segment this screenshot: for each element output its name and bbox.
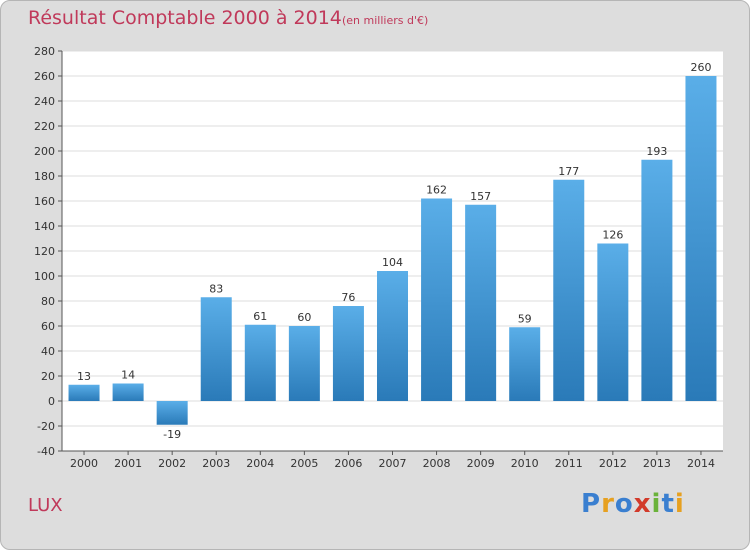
y-tick-label: 0 — [48, 395, 55, 408]
logo-letter: r — [601, 489, 615, 519]
x-tick-label: 2004 — [246, 457, 274, 470]
data-label: 14 — [121, 369, 135, 382]
x-tick-label: 2001 — [114, 457, 142, 470]
y-tick-label: 220 — [34, 120, 55, 133]
x-tick-label: 2000 — [70, 457, 98, 470]
y-tick-label: 200 — [34, 145, 55, 158]
bar — [332, 306, 364, 401]
data-label: 177 — [558, 165, 579, 178]
data-label: -19 — [163, 428, 181, 441]
y-tick-label: 140 — [34, 220, 55, 233]
y-tick-label: 40 — [41, 345, 55, 358]
y-tick-label: -20 — [37, 420, 55, 433]
x-tick-label: 2002 — [158, 457, 186, 470]
x-tick-label: 2007 — [379, 457, 407, 470]
chart-title: Résultat Comptable 2000 à 2014 — [28, 7, 342, 29]
bar — [288, 326, 320, 401]
y-tick-label: 160 — [34, 195, 55, 208]
bar — [68, 384, 100, 401]
data-label: 61 — [253, 310, 267, 323]
bar — [641, 159, 673, 401]
logo-letter: o — [614, 489, 634, 519]
proxiti-logo: Proxiti — [581, 489, 685, 519]
x-tick-label: 2005 — [290, 457, 318, 470]
data-label: 193 — [646, 145, 667, 158]
logo-letter: x — [633, 489, 652, 519]
y-tick-label: 260 — [34, 70, 55, 83]
logo-letter: i — [674, 489, 685, 519]
y-tick-label: 60 — [41, 320, 55, 333]
x-tick-label: 2013 — [643, 457, 671, 470]
data-label: 59 — [518, 312, 532, 325]
x-tick-label: 2012 — [599, 457, 627, 470]
x-tick-label: 2006 — [334, 457, 362, 470]
data-label: 162 — [426, 184, 447, 197]
bar — [112, 383, 144, 401]
x-tick-label: 2010 — [511, 457, 539, 470]
data-label: 76 — [341, 291, 355, 304]
bar — [465, 204, 497, 401]
x-tick-label: 2003 — [202, 457, 230, 470]
x-tick-label: 2009 — [467, 457, 495, 470]
bar — [377, 271, 408, 401]
y-tick-label: 20 — [41, 370, 55, 383]
bar — [244, 324, 276, 401]
y-tick-label: 100 — [34, 270, 55, 283]
x-tick-label: 2008 — [423, 457, 451, 470]
bar — [685, 76, 717, 401]
data-label: 83 — [209, 282, 223, 295]
data-label: 157 — [470, 190, 491, 203]
y-tick-label: 80 — [41, 295, 55, 308]
y-tick-label: 180 — [34, 170, 55, 183]
bar — [553, 179, 585, 401]
data-label: 60 — [297, 311, 311, 324]
bar — [200, 297, 232, 401]
chart-subtitle: (en milliers d'€) — [342, 14, 429, 27]
y-tick-label: 120 — [34, 245, 55, 258]
x-tick-label: 2011 — [555, 457, 583, 470]
data-label: 13 — [77, 370, 91, 383]
bar — [156, 401, 188, 425]
y-tick-label: -40 — [37, 445, 55, 458]
logo-letter: P — [581, 489, 602, 519]
data-label: 126 — [602, 229, 623, 242]
bar — [421, 198, 453, 401]
data-label: 104 — [382, 256, 403, 269]
place-label: LUX — [28, 495, 63, 516]
bar — [597, 243, 629, 401]
bar — [509, 327, 541, 401]
x-tick-label: 2014 — [687, 457, 715, 470]
logo-letter: t — [661, 489, 675, 519]
logo-letter: i — [651, 489, 662, 519]
y-tick-label: 280 — [34, 45, 55, 58]
y-tick-label: 240 — [34, 95, 55, 108]
data-label: 260 — [690, 61, 711, 74]
